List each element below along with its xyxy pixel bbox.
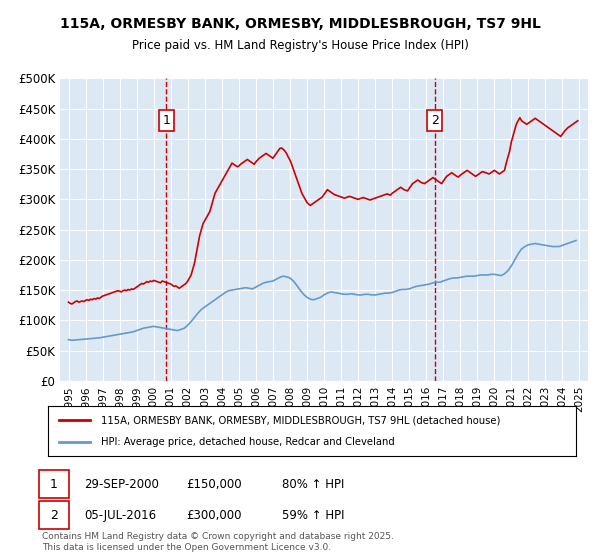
Text: 29-SEP-2000: 29-SEP-2000: [84, 478, 159, 491]
Text: £150,000: £150,000: [186, 478, 242, 491]
Text: 80% ↑ HPI: 80% ↑ HPI: [282, 478, 344, 491]
Text: 2: 2: [431, 114, 439, 127]
Text: 2: 2: [50, 508, 58, 522]
Text: 115A, ORMESBY BANK, ORMESBY, MIDDLESBROUGH, TS7 9HL (detached house): 115A, ORMESBY BANK, ORMESBY, MIDDLESBROU…: [101, 415, 500, 425]
Text: Price paid vs. HM Land Registry's House Price Index (HPI): Price paid vs. HM Land Registry's House …: [131, 39, 469, 52]
Text: 05-JUL-2016: 05-JUL-2016: [84, 508, 156, 522]
Text: 1: 1: [163, 114, 170, 127]
Text: HPI: Average price, detached house, Redcar and Cleveland: HPI: Average price, detached house, Redc…: [101, 437, 395, 447]
Text: 59% ↑ HPI: 59% ↑ HPI: [282, 508, 344, 522]
Text: £300,000: £300,000: [186, 508, 241, 522]
Text: 115A, ORMESBY BANK, ORMESBY, MIDDLESBROUGH, TS7 9HL: 115A, ORMESBY BANK, ORMESBY, MIDDLESBROU…: [59, 17, 541, 31]
Text: 1: 1: [50, 478, 58, 491]
Text: Contains HM Land Registry data © Crown copyright and database right 2025.
This d: Contains HM Land Registry data © Crown c…: [42, 532, 394, 552]
